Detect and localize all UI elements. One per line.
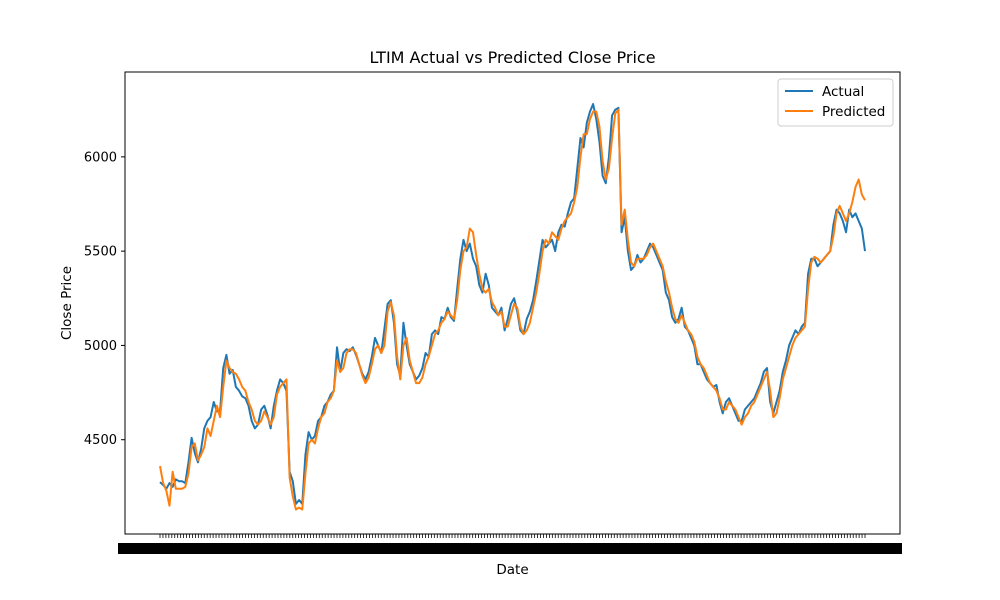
y-tick-label: 5000 — [84, 339, 117, 354]
y-tick-label: 4500 — [84, 433, 117, 448]
y-axis-ticks: 4500 5000 5500 6000 — [84, 150, 125, 448]
legend-label-predicted: Predicted — [822, 104, 885, 120]
series-layer — [159, 103, 866, 511]
y-tick-label: 5500 — [84, 245, 117, 260]
x-axis-ticks — [118, 534, 902, 554]
legend-label-actual: Actual — [822, 84, 864, 100]
chart-title: LTIM Actual vs Predicted Close Price — [369, 48, 655, 67]
y-axis-label: Close Price — [59, 266, 75, 340]
plot-frame — [124, 71, 901, 535]
series-line-actual — [159, 103, 866, 505]
x-tick-labels-overlap — [118, 543, 902, 554]
x-axis-label: Date — [496, 562, 528, 578]
series-line-predicted — [159, 108, 866, 511]
legend: Actual Predicted — [777, 78, 894, 127]
y-tick-label: 6000 — [84, 150, 117, 165]
